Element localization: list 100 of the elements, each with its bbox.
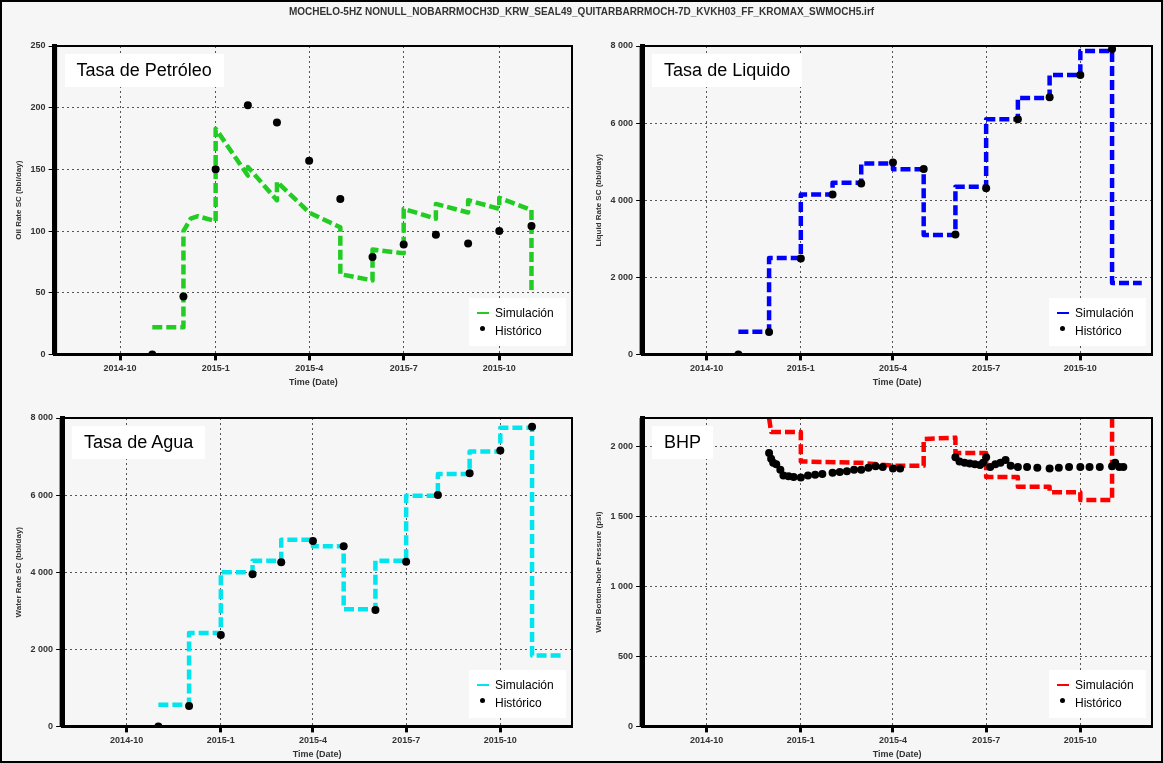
annotation: Tasa de Liquido [652, 54, 803, 87]
y-tick-label: 0 [628, 348, 634, 359]
legend-label: Simulación [1075, 677, 1134, 695]
legend-label: Histórico [1075, 695, 1122, 713]
point [308, 536, 317, 545]
point [1023, 463, 1032, 472]
y-tick-label: 4 000 [610, 194, 634, 205]
point [368, 252, 377, 261]
point [339, 542, 348, 551]
point [371, 605, 380, 614]
y-tick-label: 250 [30, 40, 46, 51]
point [982, 453, 991, 462]
x-tick-label: 2015-4 [295, 363, 324, 374]
point [1095, 463, 1104, 472]
x-tick-label: 2015-10 [1063, 363, 1097, 374]
point [336, 194, 345, 203]
point [789, 472, 798, 481]
point [1045, 464, 1054, 473]
point [842, 467, 851, 476]
point [835, 467, 844, 476]
point [179, 292, 188, 301]
point [185, 701, 194, 710]
point [464, 239, 473, 248]
y-tick-label: 6 000 [30, 489, 54, 500]
point [1045, 93, 1054, 102]
point [888, 158, 897, 167]
point [951, 230, 960, 239]
point [1001, 456, 1010, 465]
point [211, 165, 220, 174]
y-tick-label: 8 000 [30, 412, 54, 423]
x-tick-label: 2015-7 [389, 363, 418, 374]
x-tick-label: 2015-4 [878, 363, 907, 374]
point [803, 471, 812, 480]
y-tick-label: 150 [30, 163, 46, 174]
point [399, 240, 408, 249]
point [272, 118, 281, 127]
x-tick-label: 2015-4 [298, 735, 327, 746]
annotation: Tasa de Petróleo [64, 54, 224, 87]
annotation: BHP [652, 426, 714, 459]
point [896, 464, 905, 473]
point [465, 469, 474, 478]
point [496, 446, 505, 455]
point [1119, 463, 1128, 472]
point [919, 164, 928, 173]
y-tick-label: 50 [35, 287, 46, 298]
point [1108, 46, 1117, 54]
y-axis-title: Water Rate SC (bbl/day) [14, 526, 23, 618]
point [982, 184, 991, 193]
point [433, 491, 442, 500]
x-tick-label: 2015-1 [786, 363, 815, 374]
y-tick-label: 4 000 [30, 566, 54, 577]
y-tick-label: 2 000 [30, 643, 54, 654]
point [1033, 463, 1042, 472]
x-tick-label: 2015-4 [878, 735, 907, 746]
point [402, 557, 411, 566]
point [857, 179, 866, 188]
y-tick-label: 8 000 [610, 40, 634, 51]
x-tick-label: 2015-1 [786, 735, 815, 746]
x-tick-label: 2015-1 [201, 363, 230, 374]
y-tick-label: 0 [40, 348, 46, 359]
y-tick-label: 2 000 [610, 271, 634, 282]
point [796, 254, 805, 263]
point [1013, 115, 1022, 124]
x-axis-title: Time (Date) [292, 749, 342, 760]
legend-label: Histórico [495, 323, 542, 341]
point [888, 464, 897, 473]
x-tick-label: 2015-1 [206, 735, 235, 746]
x-tick-label: 2015-7 [392, 735, 421, 746]
x-axis-title: Time (Date) [872, 749, 922, 760]
point [1006, 461, 1015, 470]
point [527, 222, 536, 231]
point [305, 156, 314, 165]
legend-label: Simulación [1075, 305, 1134, 323]
x-axis-title: Time (Date) [872, 377, 922, 388]
y-axis-title: Well Bottom-hole Pressure (psi) [594, 511, 603, 633]
x-tick-label: 2015-10 [483, 735, 517, 746]
point [828, 468, 837, 477]
point [850, 465, 859, 474]
x-tick-label: 2015-10 [1063, 735, 1097, 746]
point [818, 470, 827, 479]
annotation: Tasa de Agua [72, 426, 206, 459]
point [431, 230, 440, 239]
point [979, 458, 988, 467]
x-tick-label: 2014-10 [690, 735, 724, 746]
y-tick-label: 100 [30, 225, 46, 236]
line-series [766, 418, 1115, 503]
point [277, 558, 286, 567]
point [864, 463, 873, 472]
point [857, 465, 866, 474]
point [528, 422, 537, 431]
y-tick-label: 1 500 [610, 510, 634, 521]
point [871, 462, 880, 471]
point [1065, 463, 1074, 472]
legend-label: Simulación [495, 677, 554, 695]
point [1085, 463, 1094, 472]
point [776, 465, 785, 474]
y-tick-label: 6 000 [610, 117, 634, 128]
point [878, 463, 887, 472]
point [1076, 70, 1085, 79]
point [495, 227, 504, 236]
